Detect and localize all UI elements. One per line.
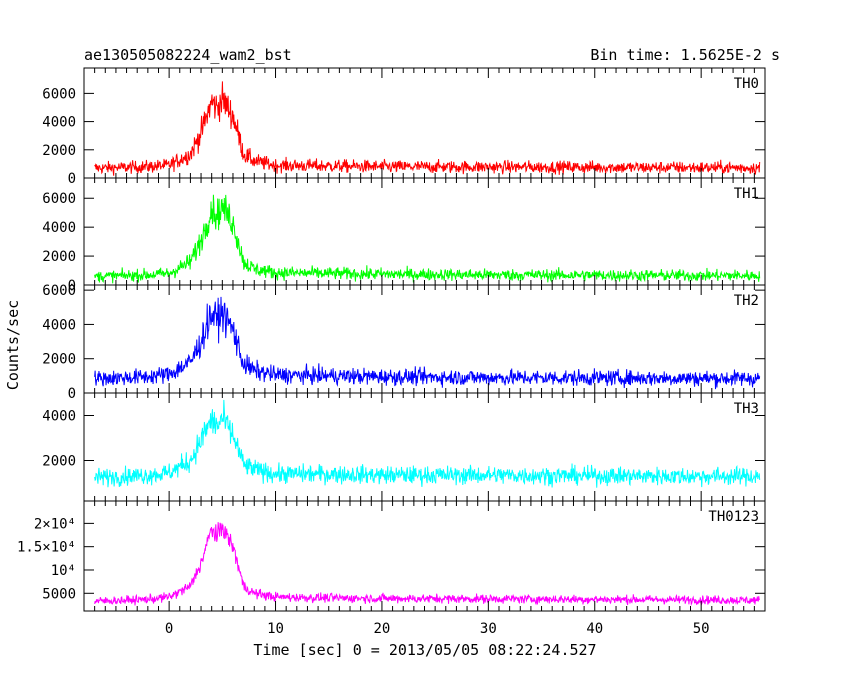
y-axis-label: Counts/sec: [4, 300, 22, 390]
panel-label-th1: TH1: [734, 186, 759, 202]
series-th1: [94, 194, 761, 284]
series-th3: [94, 399, 761, 488]
panel-th1: 0 2000 4000 6000 TH1: [42, 177, 766, 294]
panel-th0123: 5000 10⁴ 1.5×10⁴ 2×10⁴ TH0123: [17, 500, 766, 612]
panel-th2: 0 2000 4000 6000 TH2: [42, 283, 766, 402]
x-tick-label: 10: [267, 621, 284, 637]
y-tick-label: 0: [68, 278, 76, 294]
series-th2: [94, 296, 761, 390]
y-tick-label: 4000: [42, 409, 76, 425]
panel-label-th2: TH2: [734, 293, 759, 309]
panel-label-th0: TH0: [734, 76, 759, 92]
x-tick-label: 0: [165, 621, 173, 637]
y-tick-label: 6000: [42, 283, 76, 299]
panel-frame: [83, 500, 766, 612]
y-tick-label: 2×10⁴: [34, 516, 76, 532]
panel-th0: 0 2000 4000 6000 TH0: [42, 67, 766, 187]
y-tick-label: 2000: [42, 143, 76, 159]
series-th0123: [94, 522, 761, 607]
x-axis-label: Time [sec] 0 = 2013/05/05 08:22:24.527: [253, 641, 596, 659]
y-tick-label: 10⁴: [51, 563, 76, 579]
y-tick-label: 5000: [42, 586, 76, 602]
panel-frame: [83, 392, 766, 502]
x-tick-label: 50: [693, 621, 710, 637]
series-th0: [94, 81, 761, 176]
y-tick-label: 6000: [42, 191, 76, 207]
chart-title: ae130505082224_wam2_bst: [84, 46, 292, 64]
panel-th3: 2000 4000 TH3: [42, 392, 766, 502]
y-tick-label: 0: [68, 171, 76, 187]
panel-label-th3: TH3: [734, 401, 759, 417]
panel-label-th0123: TH0123: [708, 509, 759, 525]
panel-frame: [83, 177, 766, 286]
x-tick-label: 20: [374, 621, 391, 637]
y-tick-label: 2000: [42, 249, 76, 265]
y-tick-label: 4000: [42, 317, 76, 333]
y-tick-label: 1.5×10⁴: [17, 540, 76, 556]
x-tick-label: 40: [586, 621, 603, 637]
y-tick-label: 4000: [42, 220, 76, 236]
x-tick-label: 30: [480, 621, 497, 637]
y-tick-label: 2000: [42, 352, 76, 368]
y-tick-label: 6000: [42, 86, 76, 102]
y-tick-label: 4000: [42, 115, 76, 131]
bin-time-label: Bin time: 1.5625E-2 s: [590, 46, 780, 64]
y-tick-label: 2000: [42, 454, 76, 470]
y-tick-label: 0: [68, 386, 76, 402]
